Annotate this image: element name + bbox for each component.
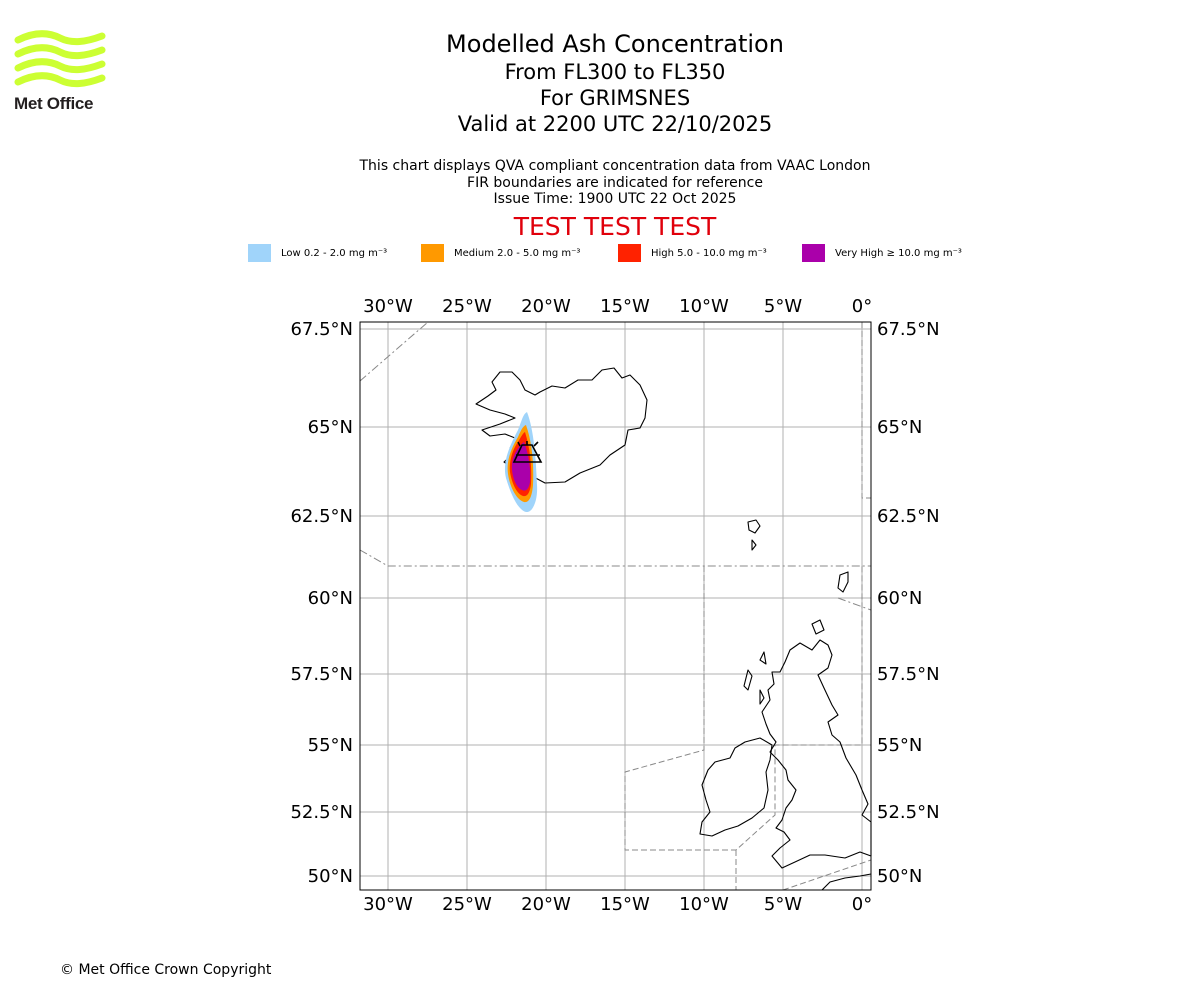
latitude-label: 57.5°N xyxy=(877,664,940,685)
ash-map: 30°W 25°W 20°W 15°W 10°W 5°W 0° 30°W 25°W 20°W 15… xyxy=(290,296,940,915)
legend-label-high: High 5.0 - 10.0 mg m⁻³ xyxy=(651,247,767,259)
legend-swatch-medium xyxy=(421,244,444,262)
latitude-label: 50°N xyxy=(877,866,922,887)
plume-very-high xyxy=(511,442,531,491)
coastline-great-britain xyxy=(761,639,872,869)
coastline-orkney xyxy=(811,619,825,635)
coastline-iceland xyxy=(475,367,648,484)
logo-wordmark: Met Office xyxy=(14,94,94,113)
latitude-label: 60°N xyxy=(308,588,353,609)
longitude-labels-top: 30°W 25°W 20°W 15°W 10°W 5°W 0° xyxy=(363,296,872,317)
volcano-marker-icon xyxy=(512,441,543,463)
logo-wave xyxy=(14,72,106,88)
chart-header: Modelled Ash Concentration From FL300 to… xyxy=(415,30,815,137)
latitude-label: 50°N xyxy=(308,866,353,887)
latitude-label: 57.5°N xyxy=(290,664,353,685)
test-banner: TEST TEST TEST xyxy=(513,212,717,241)
latitude-labels-right: 67.5°N 65°N 62.5°N 60°N 57.5°N 55°N 52.5°N 50°N xyxy=(877,319,940,887)
coastline-hebrides xyxy=(743,651,767,705)
longitude-label: 15°W xyxy=(600,296,650,317)
longitude-label: 10°W xyxy=(679,296,729,317)
legend-item-medium: Medium 2.0 - 5.0 mg m⁻³ xyxy=(421,244,580,262)
valid-time: Valid at 2200 UTC 22/10/2025 xyxy=(457,112,773,136)
longitude-label: 30°W xyxy=(363,296,413,317)
longitude-labels-bottom: 30°W 25°W 20°W 15°W 10°W 5°W 0° xyxy=(363,894,872,915)
coastline-ireland xyxy=(699,737,773,837)
met-office-logo: Met Office xyxy=(14,30,109,114)
fir-boundaries xyxy=(359,321,872,891)
latitude-label: 62.5°N xyxy=(877,506,940,527)
map-gridlines xyxy=(360,322,871,890)
page-title: Modelled Ash Concentration xyxy=(446,30,784,58)
coastline-faroes xyxy=(747,519,761,551)
latitude-label: 65°N xyxy=(308,417,353,438)
longitude-label: 30°W xyxy=(363,894,413,915)
chart-info: This chart displays QVA compliant concen… xyxy=(315,158,915,208)
logo-wave xyxy=(14,44,106,60)
longitude-label: 25°W xyxy=(442,894,492,915)
concentration-legend: Low 0.2 - 2.0 mg m⁻³ Medium 2.0 - 5.0 mg… xyxy=(0,244,1200,264)
longitude-label: 5°W xyxy=(764,894,802,915)
logo-wave xyxy=(14,30,106,46)
legend-label-medium: Medium 2.0 - 5.0 mg m⁻³ xyxy=(454,247,581,259)
latitude-label: 55°N xyxy=(308,735,353,756)
latitude-label: 60°N xyxy=(877,588,922,609)
latitude-label: 67.5°N xyxy=(290,319,353,340)
latitude-label: 55°N xyxy=(877,735,922,756)
flight-levels: From FL300 to FL350 xyxy=(504,60,726,84)
longitude-label: 5°W xyxy=(764,296,802,317)
latitude-label: 67.5°N xyxy=(877,319,940,340)
issue-time: Issue Time: 1900 UTC 22 Oct 2025 xyxy=(493,191,737,207)
latitude-label: 65°N xyxy=(877,417,922,438)
latitude-label: 62.5°N xyxy=(290,506,353,527)
legend-item-high: High 5.0 - 10.0 mg m⁻³ xyxy=(618,244,767,262)
legend-label-very-high: Very High ≥ 10.0 mg m⁻³ xyxy=(835,247,962,259)
longitude-label: 20°W xyxy=(521,296,571,317)
longitude-label: 10°W xyxy=(679,894,729,915)
logo-wave xyxy=(14,58,106,74)
legend-label-low: Low 0.2 - 2.0 mg m⁻³ xyxy=(281,247,388,259)
longitude-label: 0° xyxy=(852,296,872,317)
met-office-waves-icon xyxy=(14,30,106,88)
volcano-name: For GRIMSNES xyxy=(539,86,691,110)
coastline-shetland xyxy=(837,571,849,593)
legend-swatch-high xyxy=(618,244,641,262)
latitude-label: 52.5°N xyxy=(290,802,353,823)
legend-item-low: Low 0.2 - 2.0 mg m⁻³ xyxy=(248,244,387,262)
map-frame xyxy=(359,321,872,891)
longitude-label: 20°W xyxy=(521,894,571,915)
latitude-label: 52.5°N xyxy=(877,802,940,823)
longitude-label: 25°W xyxy=(442,296,492,317)
legend-swatch-low xyxy=(248,244,271,262)
legend-item-very-high: Very High ≥ 10.0 mg m⁻³ xyxy=(802,244,962,262)
info-qva-line: This chart displays QVA compliant concen… xyxy=(359,158,871,174)
copyright: © Met Office Crown Copyright xyxy=(60,962,272,978)
coastline-france xyxy=(821,873,872,891)
info-fir-line: FIR boundaries are indicated for referen… xyxy=(467,174,763,191)
latitude-labels-left: 67.5°N 65°N 62.5°N 60°N 57.5°N 55°N 52.5°N 50°N xyxy=(290,319,353,887)
legend-swatch-very-high xyxy=(802,244,825,262)
longitude-label: 0° xyxy=(852,894,872,915)
longitude-label: 15°W xyxy=(600,894,650,915)
